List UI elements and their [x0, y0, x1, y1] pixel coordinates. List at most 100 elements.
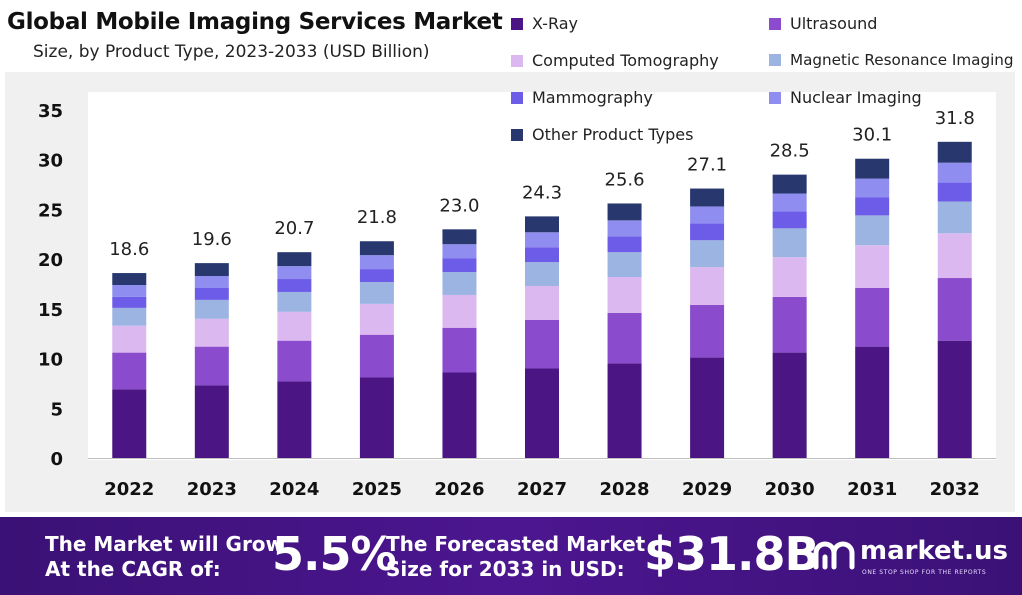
- bar-segment: [937, 278, 972, 341]
- legend-label: Nuclear Imaging: [790, 88, 922, 107]
- bar-segment: [525, 319, 559, 369]
- legend-swatch: [511, 17, 523, 30]
- bar-segment: [772, 228, 807, 258]
- legend-item-mammography: Mammography: [511, 88, 653, 107]
- y-tick-label: 10: [38, 350, 63, 371]
- y-tick-label: 15: [38, 300, 63, 321]
- bar-segment: [277, 279, 312, 292]
- bar-segment: [194, 318, 229, 347]
- total-label: 30.1: [852, 125, 892, 146]
- legend-label: Magnetic Resonance Imaging: [790, 51, 1014, 69]
- legend-item-magnetic-resonance-imaging: Magnetic Resonance Imaging: [769, 51, 1014, 69]
- bar-segment: [442, 272, 477, 295]
- bar-segment: [855, 178, 890, 198]
- forecast-value: $31.8B: [644, 527, 820, 581]
- legend-swatch: [769, 54, 781, 66]
- bar-segment: [194, 263, 229, 277]
- bar-segment: [772, 257, 807, 297]
- bar-segment: [194, 346, 229, 386]
- bar-segment: [277, 266, 312, 280]
- bar-segment: [772, 352, 807, 458]
- bar-segment: [442, 229, 477, 245]
- bar-segment: [112, 273, 147, 285]
- bar-segment: [607, 203, 642, 221]
- legend-label: Other Product Types: [532, 125, 694, 144]
- legend-swatch: [769, 91, 781, 104]
- bar-segment: [772, 174, 807, 194]
- bar-segment: [359, 255, 394, 270]
- bar-segment: [277, 291, 312, 312]
- bar-segment: [690, 188, 725, 207]
- bar-segment: [112, 307, 147, 326]
- bar-segment: [607, 312, 642, 364]
- bar-segment: [690, 223, 725, 241]
- bar-segment: [442, 327, 477, 373]
- bar-segment: [690, 304, 725, 358]
- bar-segment: [607, 277, 642, 313]
- market-us-logo-icon: [813, 541, 855, 570]
- y-tick-label: 25: [38, 200, 63, 221]
- legend-item-computed-tomography: Computed Tomography: [511, 51, 719, 70]
- bar-segment: [525, 285, 559, 320]
- legend-swatch: [511, 91, 523, 104]
- bar-segment: [359, 377, 394, 458]
- bar-segment: [937, 141, 972, 163]
- bar-segment: [359, 282, 394, 304]
- total-label: 21.8: [357, 207, 397, 228]
- bar-segment: [112, 325, 147, 353]
- bar-segment: [359, 334, 394, 378]
- legend-item-ultrasound: Ultrasound: [769, 14, 877, 33]
- bar-segment: [112, 296, 147, 308]
- forecast-caption-line2: Size for 2033 in USD:: [386, 557, 625, 581]
- bar-segment: [442, 244, 477, 259]
- legend-label: Computed Tomography: [532, 51, 719, 70]
- x-tick-label: 2029: [682, 479, 732, 500]
- bar-segment: [277, 252, 312, 267]
- bar-segment: [194, 385, 229, 458]
- bar-segment: [855, 346, 890, 458]
- legend-label: X-Ray: [532, 14, 578, 33]
- bar-segment: [690, 357, 725, 458]
- bar-segment: [937, 340, 972, 458]
- chart-title: Global Mobile Imaging Services Market: [7, 9, 503, 35]
- bar-segment: [855, 158, 890, 179]
- bar-segment: [442, 372, 477, 458]
- y-tick-label: 5: [50, 399, 63, 420]
- bar-segment: [525, 232, 559, 248]
- legend-label: Mammography: [532, 88, 653, 107]
- y-tick-label: 0: [50, 449, 63, 470]
- summary-banner: The Market will Grow At the CAGR of: 5.5…: [0, 517, 1022, 595]
- brand-tagline: ONE STOP SHOP FOR THE REPORTS: [862, 569, 987, 576]
- bar-segment: [855, 197, 890, 216]
- bar-segment: [772, 296, 807, 353]
- bar-segment: [690, 206, 725, 224]
- bar-segment: [112, 284, 147, 297]
- bar-segment: [690, 240, 725, 268]
- total-label: 24.3: [522, 182, 562, 203]
- x-tick-label: 2028: [599, 479, 649, 500]
- cagr-caption-line1: The Market will Grow: [45, 532, 285, 556]
- bar-segment: [607, 363, 642, 458]
- x-tick-label: 2032: [930, 479, 980, 500]
- bar-segment: [277, 340, 312, 382]
- bar-segment: [525, 368, 559, 458]
- x-tick-label: 2026: [434, 479, 484, 500]
- bar-segment: [772, 211, 807, 229]
- bar-segment: [772, 193, 807, 212]
- bar-segment: [607, 236, 642, 253]
- total-label: 18.6: [109, 239, 149, 260]
- total-label: 27.1: [687, 155, 727, 176]
- legend-label: Ultrasound: [790, 14, 878, 33]
- legend-item-other-product-types: Other Product Types: [511, 125, 693, 144]
- bar-segment: [937, 201, 972, 234]
- bar-segment: [194, 276, 229, 288]
- cagr-value: 5.5%: [272, 527, 397, 581]
- bar-segment: [855, 245, 890, 288]
- stacked-bar-chart: 0510152025303518.6202219.6202320.7202421…: [38, 101, 996, 500]
- bar-segment: [359, 303, 394, 335]
- legend-item-nuclear-imaging: Nuclear Imaging: [769, 88, 922, 107]
- x-tick-label: 2027: [517, 479, 567, 500]
- bar-segment: [937, 162, 972, 183]
- bar-segment: [937, 233, 972, 279]
- bar-segment: [112, 352, 147, 390]
